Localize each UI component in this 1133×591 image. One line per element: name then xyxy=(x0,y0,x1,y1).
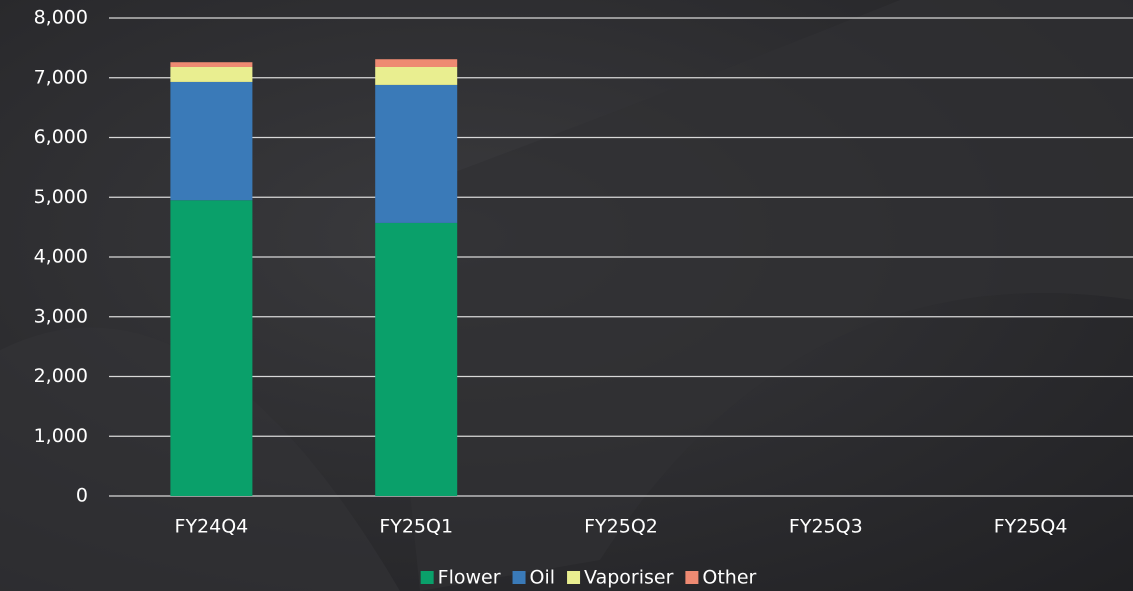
y-tick-label: 8,000 xyxy=(34,7,88,29)
legend-label: Oil xyxy=(530,567,556,589)
legend-swatch xyxy=(567,571,581,584)
y-tick-label: 7,000 xyxy=(34,66,88,88)
bar-segment xyxy=(170,81,253,201)
legend-swatch xyxy=(512,571,526,584)
leaf-decoration xyxy=(380,0,1133,591)
y-tick-label: 2,000 xyxy=(34,365,88,387)
legend-label: Flower xyxy=(438,567,501,589)
y-tick-label: 6,000 xyxy=(34,126,88,148)
bar-segment xyxy=(170,62,253,67)
y-tick-label: 0 xyxy=(76,485,88,507)
x-tick-label: FY25Q1 xyxy=(379,516,453,538)
bar-segment xyxy=(375,84,458,223)
bar-segment xyxy=(375,66,458,85)
legend-swatch xyxy=(685,571,699,584)
legend-swatch xyxy=(420,571,434,584)
y-tick-label: 4,000 xyxy=(34,246,88,268)
y-tick-label: 1,000 xyxy=(34,425,88,447)
x-tick-label: FY25Q4 xyxy=(994,516,1068,538)
bar-segment xyxy=(375,222,458,496)
y-tick-label: 3,000 xyxy=(34,305,88,327)
x-tick-label: FY24Q4 xyxy=(175,516,249,538)
x-tick-label: FY25Q3 xyxy=(789,516,863,538)
legend-label: Vaporiser xyxy=(584,567,674,589)
bar-segment xyxy=(170,200,253,497)
bar-segment xyxy=(170,66,253,82)
y-tick-label: 5,000 xyxy=(34,186,88,208)
x-tick-label: FY25Q2 xyxy=(584,516,658,538)
bar-segment xyxy=(375,59,458,67)
legend-label: Other xyxy=(702,567,756,589)
